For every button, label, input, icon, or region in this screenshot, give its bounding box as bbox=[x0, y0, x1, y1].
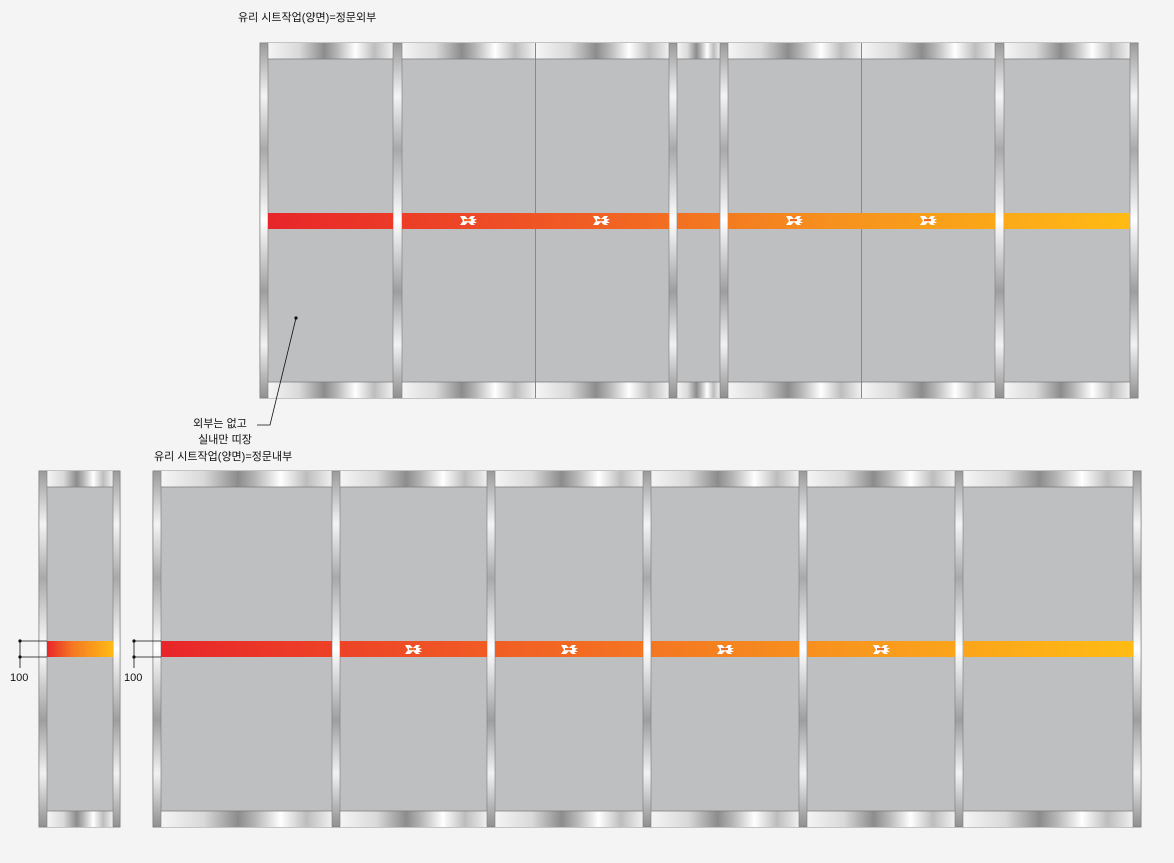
top-stripe bbox=[268, 213, 1130, 229]
callout-line-1: 외부는 없고 bbox=[193, 418, 247, 430]
dimension-label-small: 100 bbox=[10, 672, 29, 684]
dimension-label-main: 100 bbox=[124, 672, 143, 684]
small-dimension bbox=[18, 639, 47, 668]
bottom-elevation-title: 유리 시트작업(양면)=정문내부 bbox=[154, 451, 293, 463]
bottom-elevation bbox=[132, 470, 1142, 828]
small-elevation bbox=[18, 470, 121, 828]
callout-leader bbox=[257, 316, 298, 426]
top-rails-upper bbox=[268, 43, 1130, 59]
top-rails-lower bbox=[268, 382, 1130, 398]
callout-line-2: 실내만 띠장 bbox=[198, 434, 252, 446]
bottom-rails-lower bbox=[161, 811, 1133, 827]
main-dimension bbox=[132, 639, 161, 668]
small-stripe bbox=[47, 641, 113, 657]
top-elevation bbox=[259, 42, 1139, 399]
top-elevation-title: 유리 시트작업(양면)=정문외부 bbox=[238, 12, 377, 24]
bottom-rails-upper bbox=[161, 471, 1133, 487]
